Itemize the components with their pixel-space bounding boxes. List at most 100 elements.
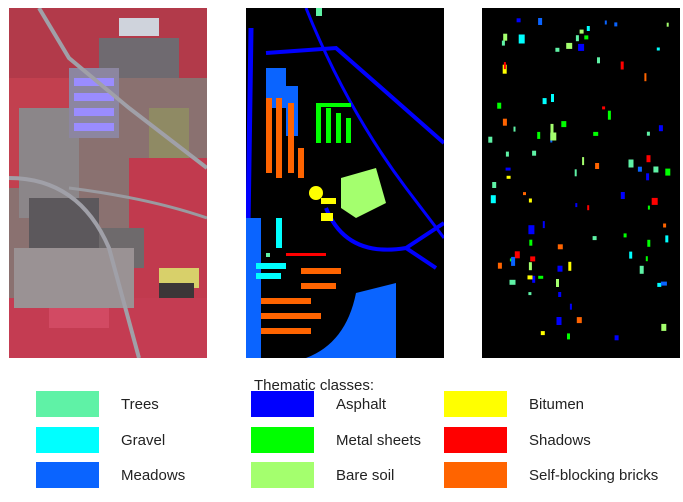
training-sample-patch [509, 279, 516, 285]
training-sample-patch [542, 98, 547, 105]
training-sample-patch [647, 205, 650, 210]
training-sample-patch [551, 94, 554, 102]
training-sample-patch [584, 35, 589, 40]
legend-item: Trees [36, 391, 159, 417]
training-sample-patch [593, 131, 599, 136]
training-sample-patch [575, 35, 579, 42]
training-sample-patch [645, 256, 648, 262]
training-sample-patch [537, 131, 541, 139]
training-sample-patch [576, 317, 582, 324]
training-sample-patch [646, 131, 650, 136]
legend-item: Asphalt [251, 391, 386, 417]
false-color-image [9, 8, 207, 358]
training-sample-patch [505, 167, 511, 171]
legend-item: Bitumen [444, 391, 584, 417]
training-sample-patch [592, 236, 597, 241]
training-sample-patch [492, 182, 497, 188]
training-sample-patch [568, 261, 572, 271]
training-sample-patch [557, 244, 563, 250]
training-sample-patch [503, 62, 506, 70]
training-sample-patch [607, 110, 611, 120]
training-sample-patch [538, 18, 543, 25]
training-sample-patch [502, 64, 507, 74]
training-sample-patch [614, 22, 618, 27]
training-sample-patch [569, 303, 572, 310]
legend-label: Metal sheets [336, 431, 422, 449]
training-sample-patch [513, 126, 516, 132]
training-sample-patch [661, 323, 667, 331]
legend-swatch [36, 427, 99, 453]
training-sample-patch [644, 73, 647, 82]
training-sample-patch [647, 239, 651, 247]
training-sample-patch [660, 281, 667, 286]
legend-swatch [36, 391, 99, 417]
training-sample-patch [561, 121, 567, 128]
training-sample-patch [637, 166, 642, 172]
training-sample-patch [558, 292, 562, 297]
training-sample-patch [665, 168, 671, 176]
training-sample-patch [528, 198, 532, 203]
legend-swatch [444, 427, 507, 453]
legend-label: Gravel [121, 431, 166, 449]
training-sample-patch [505, 151, 509, 157]
legend-label: Shadows [529, 431, 591, 449]
training-sample-patch [658, 125, 663, 132]
legend-item: Shadows [444, 427, 591, 453]
training-sample-patch [620, 192, 625, 199]
training-sample-patch [511, 256, 516, 266]
training-sample-patch [602, 106, 606, 110]
training-sample-patch [586, 26, 590, 31]
training-sample-patch [527, 275, 533, 280]
training-sample-patch [497, 102, 502, 109]
training-sample-patch [597, 57, 600, 64]
training-sample-patch [566, 42, 573, 49]
training-sample-patch [501, 40, 505, 46]
training-samples-map [482, 8, 680, 358]
training-sample-patch [550, 123, 554, 133]
legend-item: Metal sheets [251, 427, 421, 453]
training-sample-patch [550, 132, 557, 141]
false-color-image-drawing [9, 8, 207, 358]
legend-swatch [251, 391, 314, 417]
ground-truth-map [246, 8, 444, 358]
legend-label: Asphalt [336, 395, 387, 413]
training-sample-patch [523, 192, 526, 196]
legend-swatch [444, 391, 507, 417]
training-sample-patch [488, 136, 493, 143]
training-sample-patch [502, 118, 507, 126]
legend-label: Meadows [121, 466, 186, 484]
legend-swatch [251, 427, 314, 453]
training-sample-patch [506, 175, 511, 179]
training-sample-patch [518, 34, 525, 44]
training-sample-patch [620, 61, 624, 70]
training-sample-patch [503, 33, 508, 41]
training-sample-patch [514, 251, 520, 259]
training-sample-patch [595, 163, 600, 169]
training-sample-patch [663, 223, 667, 228]
training-sample-patch [579, 29, 584, 34]
training-sample-patch [555, 47, 560, 52]
training-sample-patch [657, 282, 662, 287]
training-sample-patch [646, 155, 651, 163]
training-sample-patch [665, 235, 669, 243]
training-sample-patch [490, 195, 496, 204]
training-sample-patch [529, 239, 533, 246]
training-sample-patch [530, 256, 536, 262]
training-sample-patch [646, 173, 650, 181]
training-sample-patch [651, 197, 658, 205]
training-sample-patch [532, 150, 537, 156]
training-sample-patch [604, 20, 607, 25]
training-sample-patch [497, 262, 502, 269]
training-sample-patch [582, 157, 585, 166]
training-sample-patch [540, 331, 545, 336]
legend-swatch [444, 462, 507, 488]
legend-title: Thematic classes: [254, 377, 375, 394]
training-sample-patch [516, 18, 521, 23]
legend-item: Meadows [36, 462, 185, 488]
training-sample-patch [653, 166, 659, 173]
training-sample-patch [639, 265, 644, 274]
training-sample-patch [532, 275, 536, 283]
legend-swatch [36, 462, 99, 488]
training-sample-patch [567, 333, 570, 340]
legend-label: Self-blocking bricks [529, 466, 659, 484]
